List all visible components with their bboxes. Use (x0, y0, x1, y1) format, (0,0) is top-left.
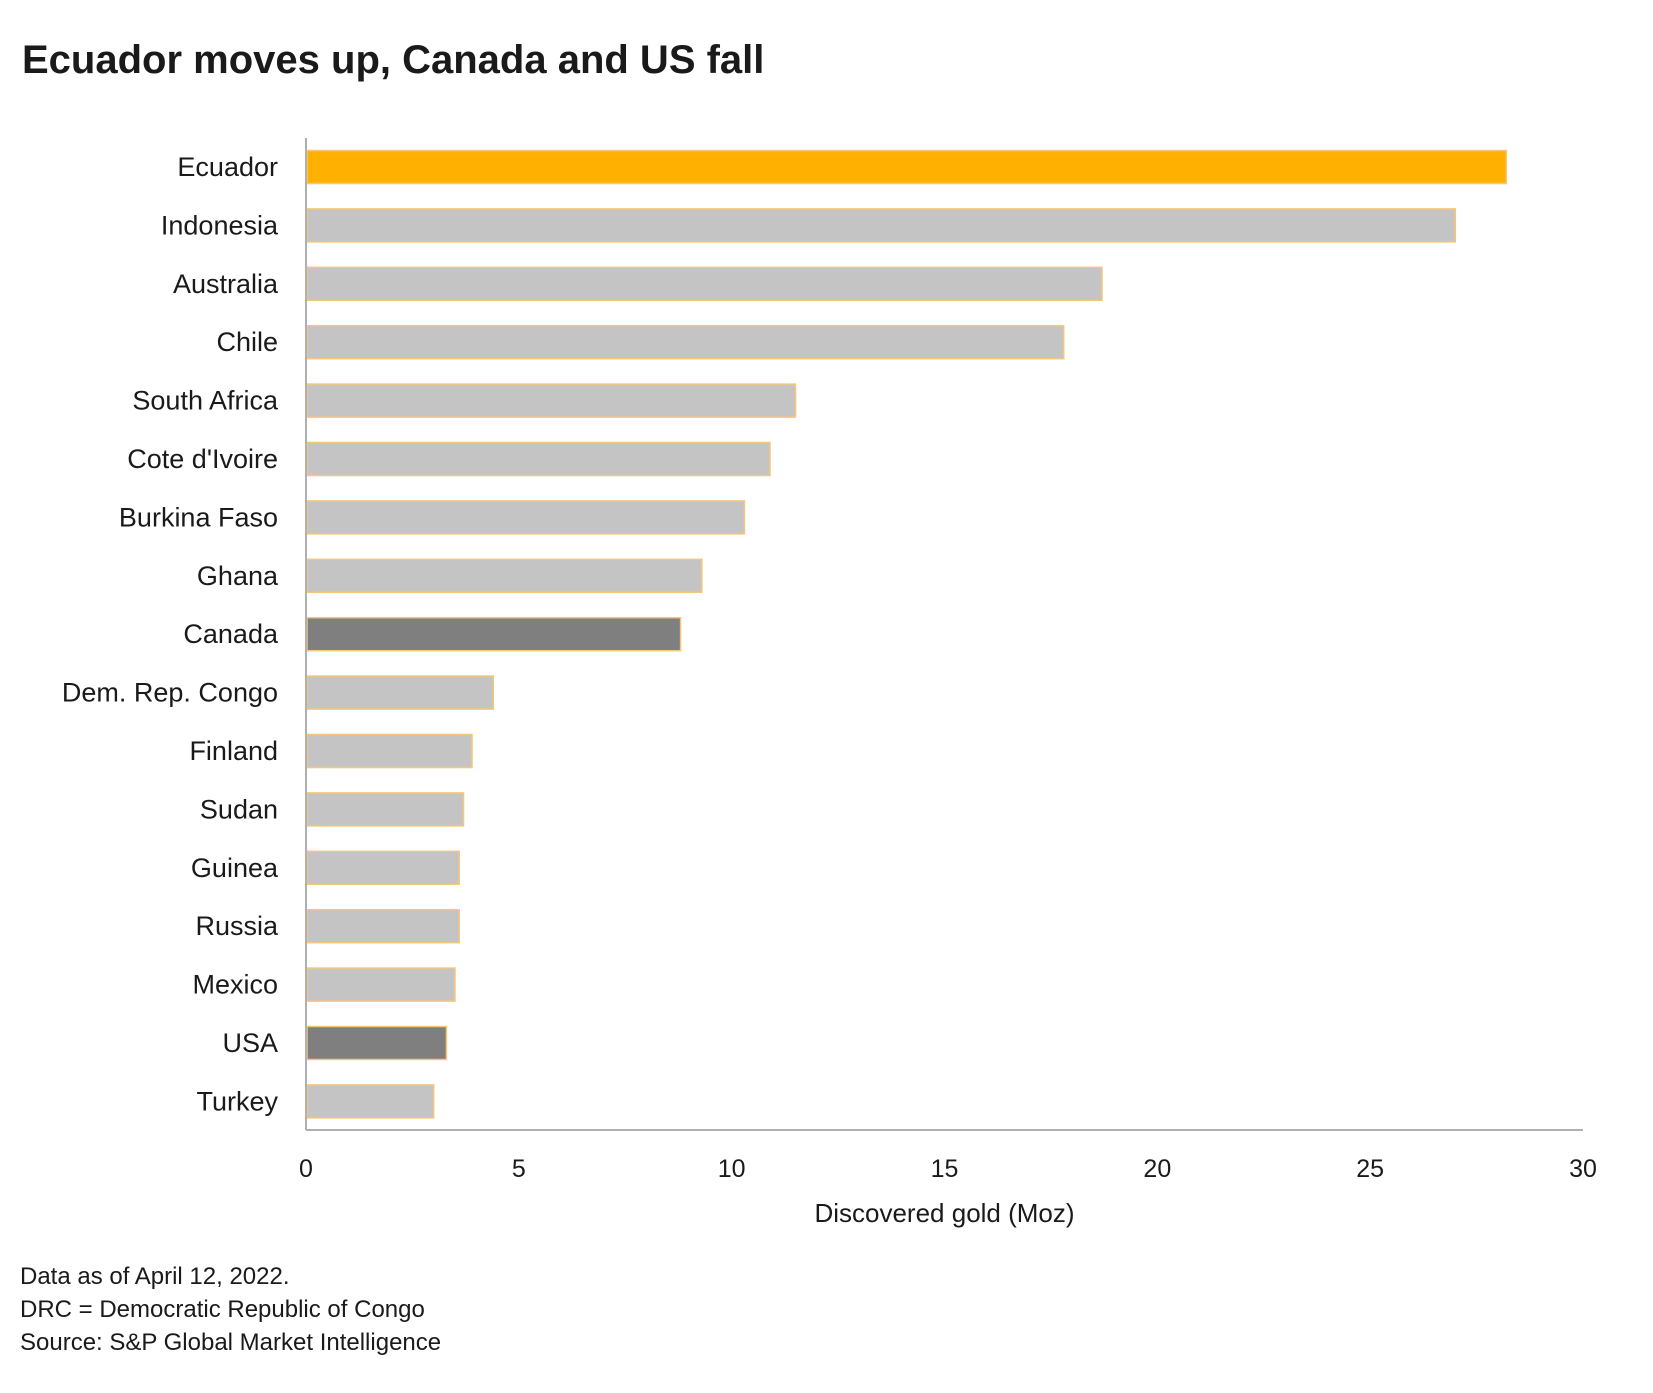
category-label: Cote d'Ivoire (127, 444, 278, 474)
bar-russia (306, 908, 460, 944)
footnote-source: Source: S&P Global Market Intelligence (20, 1329, 442, 1356)
category-label: Mexico (192, 970, 278, 1000)
category-label: Russia (195, 911, 279, 941)
category-label: Finland (189, 736, 278, 766)
bar-ghana (306, 558, 703, 594)
bar-dem-rep-congo (306, 675, 495, 710)
x-tick-label: 15 (931, 1155, 959, 1183)
x-tick-label: 20 (1143, 1155, 1171, 1183)
bar-turkey (306, 1084, 435, 1119)
bar-ecuador (306, 149, 1508, 185)
x-axis-title: Discovered gold (Moz) (814, 1198, 1074, 1228)
x-tick-label: 30 (1569, 1155, 1597, 1183)
category-label: Indonesia (161, 210, 279, 240)
bar-australia (306, 266, 1103, 302)
bar-usa (306, 1025, 448, 1061)
category-label: USA (222, 1028, 278, 1058)
category-label: Dem. Rep. Congo (62, 678, 278, 708)
category-label: Australia (173, 269, 279, 299)
chart-title: Ecuador moves up, Canada and US fall (22, 38, 765, 82)
category-label: Turkey (196, 1086, 278, 1116)
category-label: South Africa (132, 386, 279, 416)
category-label: Guinea (191, 853, 279, 883)
bar-mexico (306, 967, 456, 1002)
category-label: Sudan (200, 794, 278, 824)
bar-south-africa (306, 383, 797, 418)
bar-sudan (306, 792, 465, 827)
bar-chile (306, 324, 1065, 360)
footnote-drc: DRC = Democratic Republic of Congo (20, 1296, 425, 1323)
x-tick-label: 5 (512, 1155, 526, 1183)
category-labels: Ecuador Indonesia Australia Chile South Afri… (62, 152, 279, 1116)
x-tick-labels: 0 5 10 15 20 25 30 (299, 1155, 1597, 1183)
x-tick-label: 10 (718, 1155, 746, 1183)
bar-guinea (306, 850, 460, 886)
bar-finland (306, 733, 473, 769)
x-tick-label: 0 (299, 1155, 313, 1183)
bars-group (306, 149, 1508, 1119)
footnotes: Data as of April 12, 2022. DRC = Democra… (20, 1260, 441, 1359)
x-tick-label: 25 (1356, 1155, 1384, 1183)
category-label: Burkina Faso (119, 502, 278, 532)
category-label: Canada (183, 619, 279, 649)
category-label: Chile (216, 327, 278, 357)
bar-canada (306, 616, 682, 652)
category-label: Ghana (197, 561, 279, 591)
bar-cote-d-ivoire (306, 441, 771, 477)
category-label: Ecuador (177, 152, 278, 182)
bar-indonesia (306, 208, 1457, 243)
bar-burkina-faso (306, 500, 746, 535)
footnote-date: Data as of April 12, 2022. (20, 1263, 290, 1290)
